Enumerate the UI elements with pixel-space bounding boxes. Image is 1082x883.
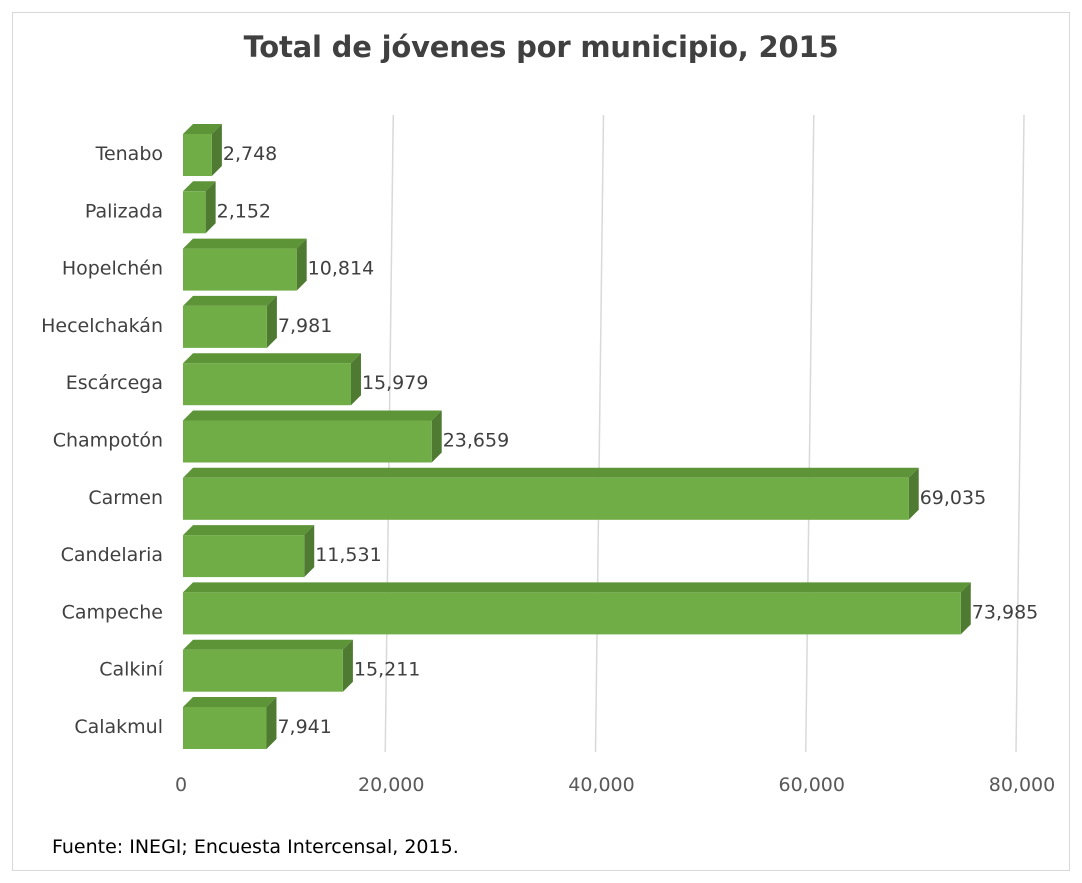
x-tick-label: 40,000 [568,774,634,796]
data-label: 7,981 [278,315,332,337]
bar [183,363,351,406]
category-label: Champotón [53,430,163,452]
bar-top-face [183,467,919,478]
labels: 0 20,000 40,000 60,000 80,000 Tenabo 2,748 Pali… [41,143,1055,796]
bars [183,124,971,749]
category-label: Hecelchakán [41,315,163,337]
chart-title: Total de jóvenes por municipio, 2015 [243,30,839,64]
bar-side-face [960,582,971,635]
data-label: 69,035 [920,487,986,509]
bar-top-face [183,697,277,707]
gridline [594,114,605,753]
bar [183,420,432,463]
category-label: Hopelchén [62,258,163,280]
category-label: Campeche [62,601,163,623]
bar [183,535,305,578]
data-label: 15,979 [362,372,428,394]
category-label: Tenabo [95,143,163,165]
bar-side-face [908,467,919,520]
bar-side-face [211,124,222,176]
category-label: Candelaria [61,544,163,566]
bar [183,477,909,520]
data-label: 2,152 [217,200,271,222]
bar-side-face [266,697,277,749]
bar [183,592,961,635]
bar-side-face [342,639,353,692]
x-tick-label: 20,000 [358,774,424,796]
category-label: Calakmul [74,716,163,738]
bar-side-face [266,295,277,348]
category-label: Palizada [85,200,163,222]
x-tick-label: 0 [175,774,187,796]
bar-side-face [296,238,307,291]
data-label: 2,748 [223,143,277,165]
bar [183,707,267,749]
gridline [1015,114,1025,753]
bar-top-face [183,410,442,421]
bar-side-face [431,410,442,463]
bar-side-face [350,353,361,406]
bar-top-face [183,295,277,306]
bar [183,191,206,234]
bar-top-face [183,238,307,249]
bar-top-face [183,582,971,593]
category-label: Calkiní [99,659,164,681]
data-label: 11,531 [315,544,381,566]
bar-side-face [205,181,216,234]
category-label: Carmen [88,487,163,509]
bar [183,305,267,348]
data-label: 23,659 [443,430,509,452]
x-tick-label: 60,000 [779,774,845,796]
source-note: Fuente: INEGI; Encuesta Intercensal, 201… [52,836,459,858]
bar [183,649,343,692]
category-label: Escárcega [66,372,163,394]
bar [183,248,297,291]
data-label: 10,814 [308,258,374,280]
x-tick-label: 80,000 [989,774,1055,796]
bar-side-face [304,525,315,578]
data-label: 7,941 [277,716,331,738]
bar-top-face [183,639,353,650]
bar-top-face [183,181,216,192]
bar-top-face [183,353,361,364]
data-label: 15,211 [354,659,420,681]
gridline [805,114,815,753]
bar-top-face [183,124,222,134]
bar [183,134,212,176]
bar-top-face [183,525,315,536]
data-label: 73,985 [972,601,1038,623]
